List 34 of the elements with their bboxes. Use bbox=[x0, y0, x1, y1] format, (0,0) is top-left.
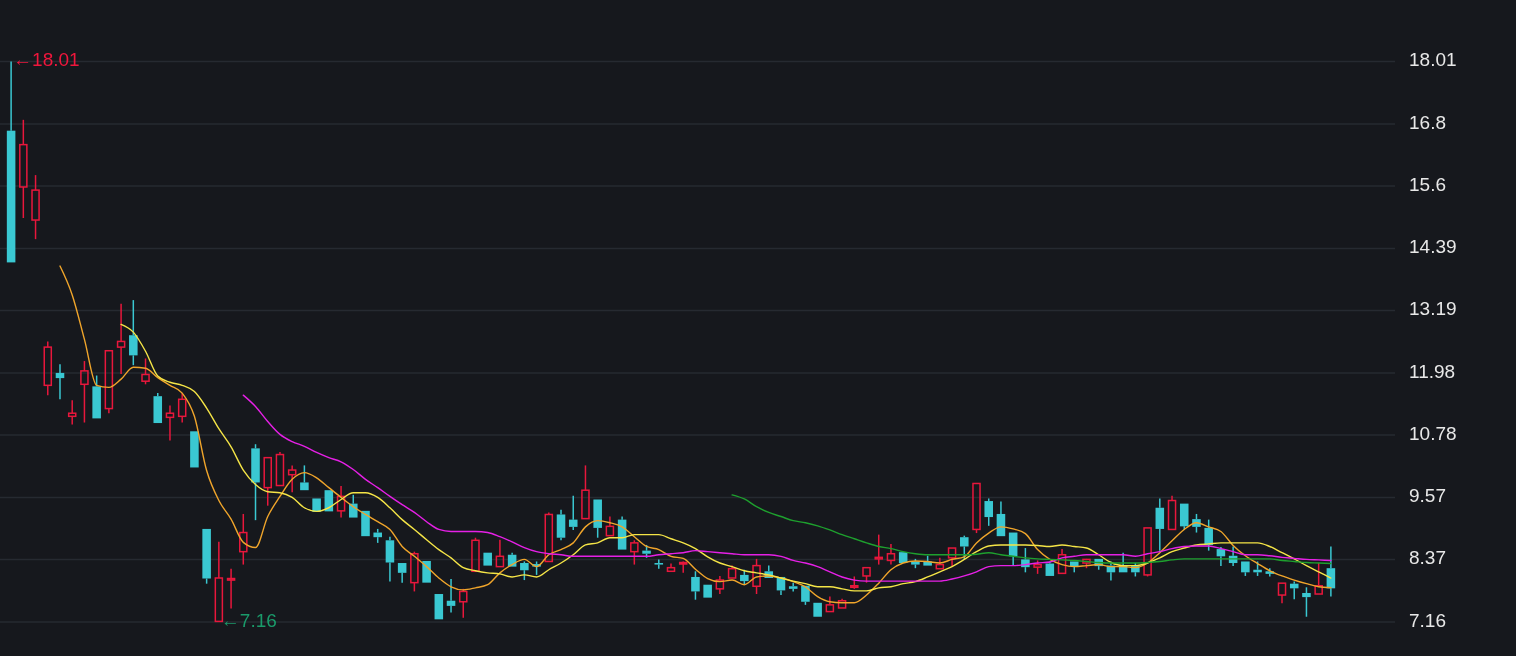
candlestick bbox=[568, 495, 578, 531]
candlestick bbox=[55, 363, 65, 401]
y-tick-label: 16.8 bbox=[1409, 111, 1446, 133]
candlestick bbox=[446, 578, 456, 614]
candlestick bbox=[116, 302, 126, 375]
y-tick-label: 13.19 bbox=[1409, 298, 1457, 320]
y-tick-label: 8.37 bbox=[1409, 547, 1446, 569]
y-tick-label: 15.6 bbox=[1409, 173, 1446, 195]
candlestick bbox=[385, 535, 395, 583]
candlestick bbox=[19, 119, 28, 219]
candlestick bbox=[1289, 580, 1299, 600]
candlestick bbox=[886, 543, 896, 566]
annotation: ←7.16 bbox=[220, 609, 277, 631]
y-tick-label: 9.57 bbox=[1409, 485, 1446, 507]
candlestick bbox=[654, 558, 664, 570]
candlestick bbox=[1155, 497, 1165, 552]
y-tick-label: 7.16 bbox=[1409, 609, 1446, 631]
candlestick bbox=[715, 575, 725, 595]
candlestick bbox=[678, 561, 688, 574]
candlestick bbox=[177, 392, 187, 424]
candlestick bbox=[43, 340, 53, 396]
y-tick-label: 14.39 bbox=[1409, 236, 1457, 258]
annotation: ←18.01 bbox=[13, 49, 80, 71]
candlestick bbox=[226, 567, 236, 610]
candlestick bbox=[556, 509, 566, 542]
candlestick bbox=[336, 485, 346, 519]
line-series bbox=[242, 394, 1332, 582]
y-tick-label: 11.98 bbox=[1409, 360, 1456, 382]
candlestick bbox=[165, 404, 175, 442]
candlestick bbox=[788, 581, 798, 593]
candlestick bbox=[287, 464, 297, 494]
candlestick bbox=[67, 399, 77, 426]
y-tick-label: 18.01 bbox=[1409, 49, 1457, 71]
y-tick-label: 10.78 bbox=[1409, 422, 1457, 444]
